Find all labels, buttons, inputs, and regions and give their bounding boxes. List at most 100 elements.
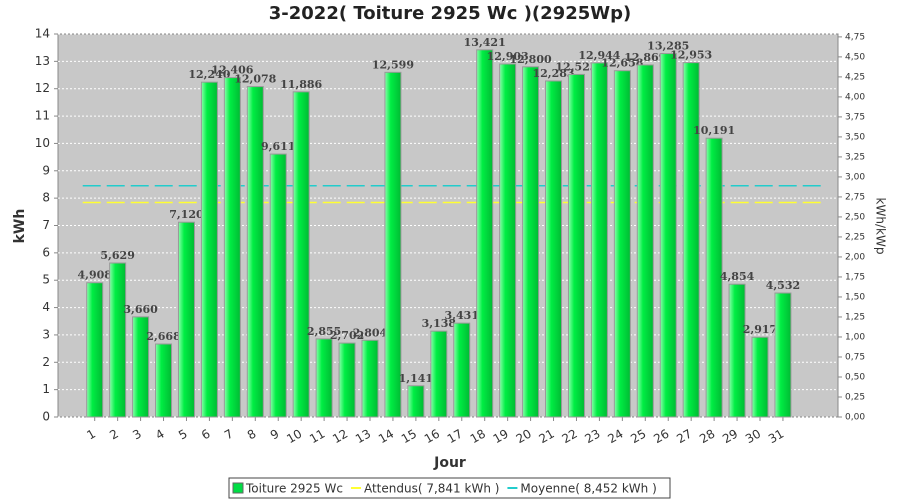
value-label: 5,629 (100, 249, 134, 262)
y-tick-label: 0 (42, 410, 50, 424)
x-tick-label: 12 (330, 427, 350, 447)
y2-tick-label: 1,00 (845, 332, 865, 342)
x-tick-label: 1 (84, 427, 98, 443)
y2-tick-label: 2,00 (845, 252, 865, 262)
bar (567, 73, 585, 418)
x-tick-label: 30 (743, 427, 763, 447)
value-label: 4,532 (766, 279, 800, 292)
bar (728, 283, 746, 418)
y-tick-label: 9 (42, 163, 50, 177)
value-label: 2,804 (353, 326, 388, 339)
value-label: 12,283 (532, 67, 574, 80)
chart-title: 3-2022( Toiture 2925 Wc )(2925Wp) (269, 3, 631, 24)
x-tick-label: 10 (284, 427, 304, 447)
bar (545, 80, 563, 418)
y2-tick-label: 3,75 (845, 112, 865, 122)
legend-label: Toiture 2925 Wc (245, 482, 343, 496)
y-tick-label: 1 (42, 382, 50, 396)
x-tick-label: 20 (514, 427, 534, 447)
y2-tick-label: 3,50 (845, 132, 865, 142)
x-tick-label: 3 (130, 427, 144, 443)
value-label: 11,886 (280, 78, 322, 91)
bar (430, 330, 448, 418)
bar (292, 91, 310, 418)
bar (338, 342, 356, 418)
legend (228, 477, 671, 499)
bar (384, 71, 402, 418)
value-label: 12,903 (487, 50, 529, 63)
x-tick-label: 21 (537, 427, 557, 447)
y-tick-label: 11 (35, 109, 50, 123)
y-tick-label: 4 (42, 300, 50, 314)
value-label: 2,855 (307, 325, 341, 338)
value-label: 13,421 (464, 36, 506, 49)
x-axis-title: Jour (433, 455, 466, 471)
x-tick-label: 2 (107, 427, 121, 443)
value-label: 12,523 (555, 60, 597, 73)
bar (155, 343, 173, 418)
y2-axis-title: kWh/kWp (874, 198, 888, 255)
value-label: 13,285 (647, 40, 689, 53)
x-tick-label: 5 (176, 427, 190, 443)
value-label: 12,944 (578, 49, 620, 62)
y-axis-title: kWh (12, 209, 28, 244)
x-tick-label: 29 (720, 427, 740, 447)
y2-tick-label: 4,50 (845, 52, 865, 62)
bar (246, 86, 264, 418)
y2-tick-label: 3,25 (845, 152, 865, 162)
value-label: 4,908 (77, 269, 112, 282)
bar (223, 77, 241, 418)
y-tick-label: 6 (42, 245, 50, 259)
value-label: 3,138 (422, 317, 457, 330)
value-label: 12,078 (234, 73, 276, 86)
y2-tick-label: 2,75 (845, 192, 865, 202)
bar (177, 221, 195, 418)
bar (613, 70, 631, 418)
y2-tick-label: 0,75 (845, 352, 865, 362)
y2-tick-label: 0,25 (845, 392, 865, 402)
bar (200, 81, 218, 418)
y-tick-label: 7 (42, 218, 50, 232)
x-tick-label: 13 (353, 427, 373, 447)
bar (590, 62, 608, 418)
y-tick-label: 14 (35, 27, 50, 41)
x-tick-label: 24 (605, 427, 625, 447)
value-label: 7,120 (169, 208, 204, 221)
x-tick-label: 14 (376, 427, 396, 447)
x-tick-label: 27 (674, 427, 694, 447)
y2-tick-label: 2,50 (845, 212, 865, 222)
y2-tick-label: 4,00 (845, 92, 865, 102)
legend-label: Attendus( 7,841 kWh ) (364, 482, 499, 496)
y2-tick-label: 4,25 (845, 72, 865, 82)
y2-tick-label: 4,75 (845, 32, 865, 42)
x-tick-label: 31 (766, 427, 786, 447)
bar (751, 336, 769, 418)
bar (682, 62, 700, 418)
x-tick-label: 11 (307, 427, 327, 447)
value-label: 2,702 (330, 329, 364, 342)
y2-tick-label: 3,00 (845, 172, 865, 182)
value-label: 10,191 (693, 124, 735, 137)
x-tick-label: 17 (445, 427, 465, 447)
y-tick-label: 2 (42, 355, 50, 369)
y2-tick-label: 1,75 (845, 272, 865, 282)
bar (499, 63, 517, 418)
bar (407, 385, 425, 418)
value-label: 9,611 (261, 140, 295, 153)
bar (476, 49, 494, 418)
bar (522, 66, 540, 418)
x-tick-label: 18 (468, 427, 488, 447)
x-tick-label: 16 (422, 427, 442, 447)
bar (109, 262, 127, 418)
y-tick-label: 3 (42, 327, 50, 341)
bar (315, 338, 333, 418)
value-label: 12,953 (670, 49, 712, 62)
value-label: 3,431 (445, 309, 479, 322)
bar (132, 316, 150, 418)
bar (269, 153, 287, 418)
value-label: 3,660 (123, 303, 158, 316)
x-tick-label: 4 (153, 427, 167, 443)
value-label: 2,668 (146, 330, 181, 343)
y-tick-label: 8 (42, 191, 50, 205)
